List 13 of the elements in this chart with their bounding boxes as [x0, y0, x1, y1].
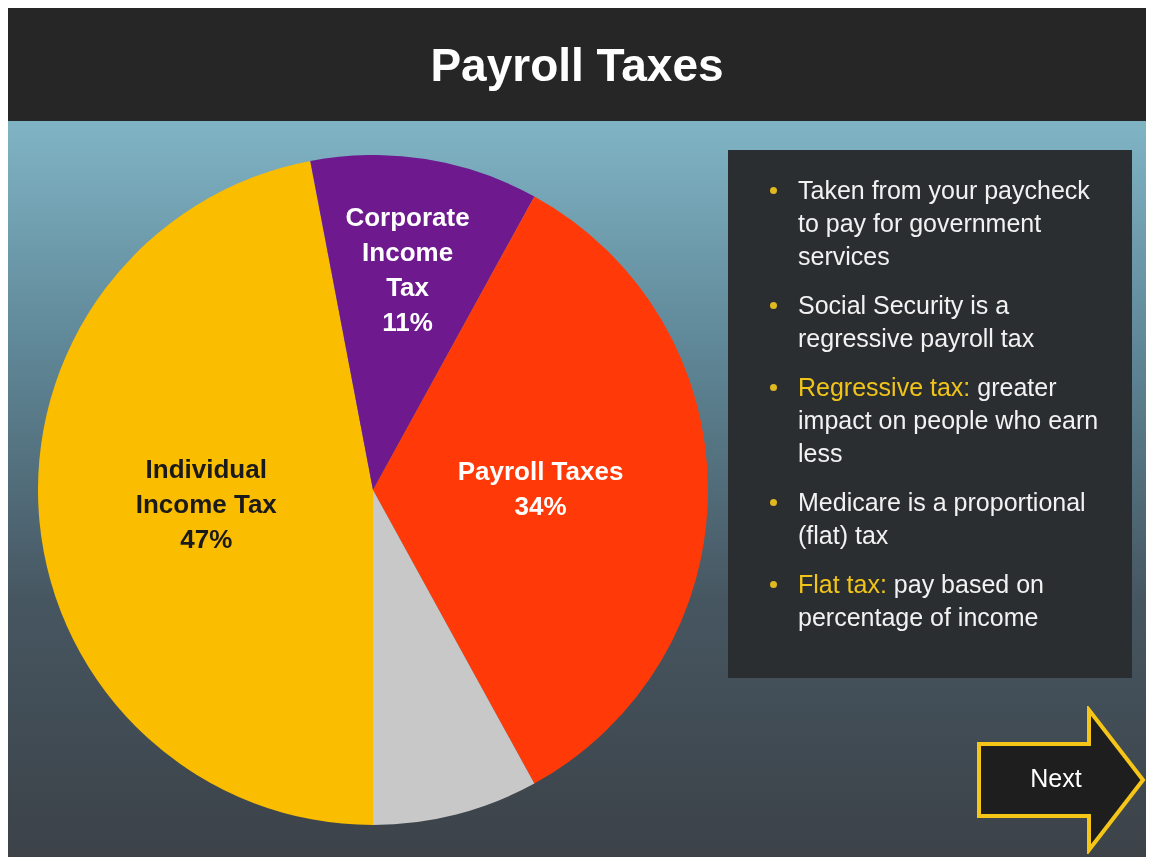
text: Regressive tax: greater impact on people who earn less: [798, 373, 1099, 467]
slice-label: Individual Income Tax: [135, 453, 278, 519]
text: Taken from your paycheck to pay for government services: [798, 176, 1090, 270]
text: Next: [1029, 764, 1083, 793]
data-label: 11%: [382, 307, 433, 338]
text: Flat tax: pay based on percentage of income: [798, 570, 1044, 631]
text: Medicare is a proportional (flat) tax: [798, 488, 1086, 549]
chart-title: Payroll Taxes: [430, 37, 724, 92]
data-label: 47%: [180, 523, 233, 554]
data-label: 34%: [514, 490, 567, 521]
slice-label: Corporate Income Tax: [345, 202, 470, 303]
text: Social Security is a regressive payroll tax: [798, 291, 1035, 352]
slice-label: Payroll Taxes: [457, 455, 624, 486]
